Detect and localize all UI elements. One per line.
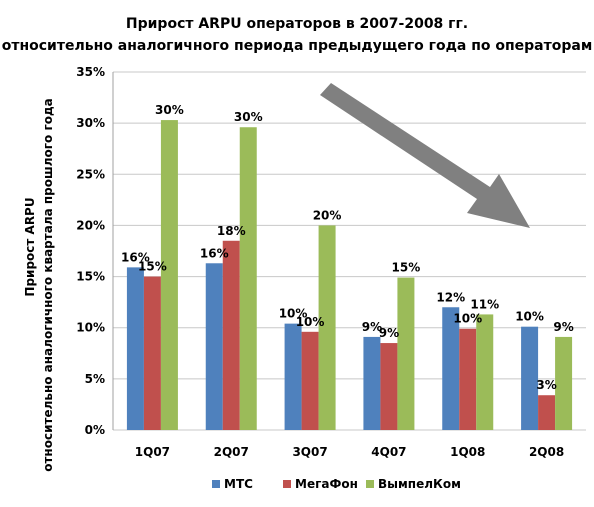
data-label: 16% xyxy=(200,246,229,260)
data-label: 20% xyxy=(313,208,342,222)
y-tick-label: 20% xyxy=(76,218,105,232)
bar xyxy=(538,395,556,430)
chart-title: Прирост ARPU операторов в 2007-2008 гг. xyxy=(126,16,468,32)
data-label: 9% xyxy=(379,326,399,340)
bar xyxy=(363,336,381,430)
bar xyxy=(318,225,336,430)
bar xyxy=(205,263,223,430)
data-label: 30% xyxy=(234,110,263,124)
bar xyxy=(239,127,257,430)
legend-swatch xyxy=(212,480,220,488)
category-label: 1Q07 xyxy=(135,445,170,459)
y-tick-label: 10% xyxy=(76,321,105,335)
category-labels: 1Q07 2Q07 3Q07 4Q07 1Q08 2Q08 xyxy=(135,445,564,459)
y-tick-label: 15% xyxy=(76,270,105,284)
grid-lines xyxy=(112,71,586,431)
trend-arrow-shape xyxy=(320,83,530,228)
data-label: 15% xyxy=(138,260,167,274)
data-label: 11% xyxy=(470,297,499,311)
bar xyxy=(442,307,460,430)
data-label: 15% xyxy=(392,261,421,275)
bar xyxy=(126,267,144,430)
bar xyxy=(521,326,539,430)
data-label: 18% xyxy=(217,224,246,238)
y-tick-label: 30% xyxy=(76,116,105,130)
bar xyxy=(301,331,319,430)
y-tick-label: 0% xyxy=(85,423,105,437)
legend: МТС МегаФон ВымпелКом xyxy=(212,477,461,491)
legend-label: ВымпелКом xyxy=(378,477,461,491)
legend-swatch xyxy=(283,480,291,488)
data-label: 16% xyxy=(121,250,150,264)
data-label: 9% xyxy=(362,320,382,334)
bar xyxy=(143,276,161,430)
data-label: 10% xyxy=(453,312,482,326)
bar xyxy=(476,314,494,430)
data-label: 10% xyxy=(279,307,308,321)
data-label: 12% xyxy=(436,290,465,304)
bar xyxy=(160,120,178,431)
data-label: 30% xyxy=(155,103,184,117)
data-labels: 16%15%30%16%18%30%10%10%20%9%9%15%12%10%… xyxy=(121,103,574,392)
y-tick-labels: 0% 5% 10% 15% 20% 25% 30% 35% xyxy=(76,65,105,437)
bar xyxy=(222,240,240,430)
category-label: 1Q08 xyxy=(450,445,485,459)
category-label: 4Q07 xyxy=(371,445,406,459)
category-label: 3Q07 xyxy=(292,445,327,459)
category-label: 2Q08 xyxy=(529,445,564,459)
bar xyxy=(397,277,415,430)
data-label: 10% xyxy=(296,315,325,329)
bar xyxy=(555,336,573,430)
data-label: 3% xyxy=(536,378,556,392)
y-axis-title-line2: относительно аналогичного квартала прошл… xyxy=(41,98,55,472)
chart-subtitle: относительно аналогичного периода предыд… xyxy=(2,38,593,54)
data-label: 10% xyxy=(515,310,544,324)
y-tick-label: 5% xyxy=(85,372,105,386)
legend-label: МТС xyxy=(224,477,253,491)
bar xyxy=(380,343,398,430)
legend-swatch xyxy=(366,480,374,488)
data-label: 9% xyxy=(553,320,573,334)
trend-arrow xyxy=(320,83,530,228)
y-tick-label: 35% xyxy=(76,65,105,79)
bars xyxy=(126,120,573,431)
y-axis-title: Прирост ARPU относительно аналогичного к… xyxy=(23,98,55,472)
bar xyxy=(284,323,302,430)
legend-label: МегаФон xyxy=(295,477,358,491)
y-tick-label: 25% xyxy=(76,167,105,181)
category-label: 2Q07 xyxy=(214,445,249,459)
bar xyxy=(459,328,477,430)
y-axis-title-line1: Прирост ARPU xyxy=(23,197,37,296)
